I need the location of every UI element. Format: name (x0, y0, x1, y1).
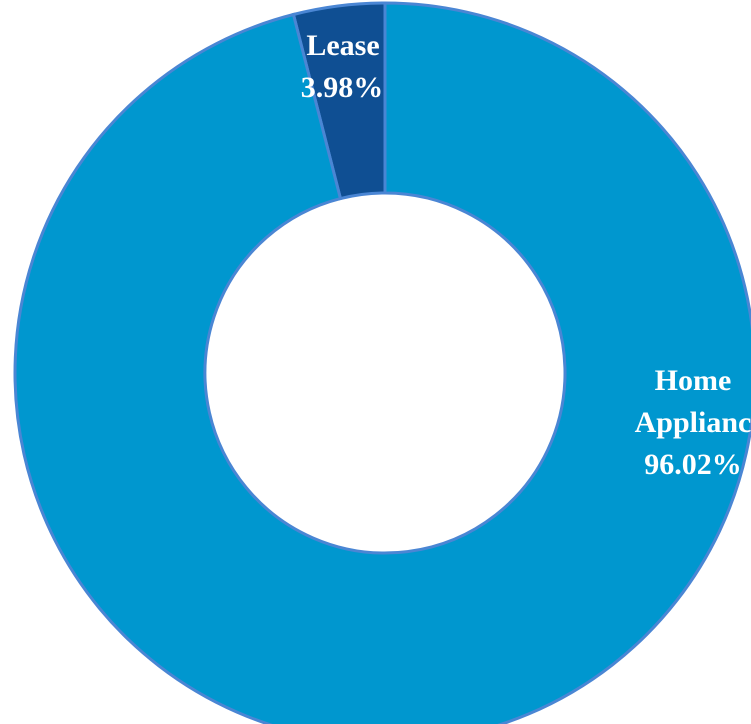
home-appliance-label-line-2: Applianc (635, 406, 751, 439)
donut-slices (13, 1, 751, 724)
home-appliance-slice (13, 1, 751, 724)
lease-value-label: 3.98% (301, 71, 384, 104)
home-appliance-label-line-1: Home (655, 364, 732, 397)
lease-label: Lease (306, 29, 379, 62)
donut-labels: Lease 3.98% Home Applianc 96.02% (301, 29, 751, 481)
home-appliance-value-label: 96.02% (644, 448, 742, 481)
